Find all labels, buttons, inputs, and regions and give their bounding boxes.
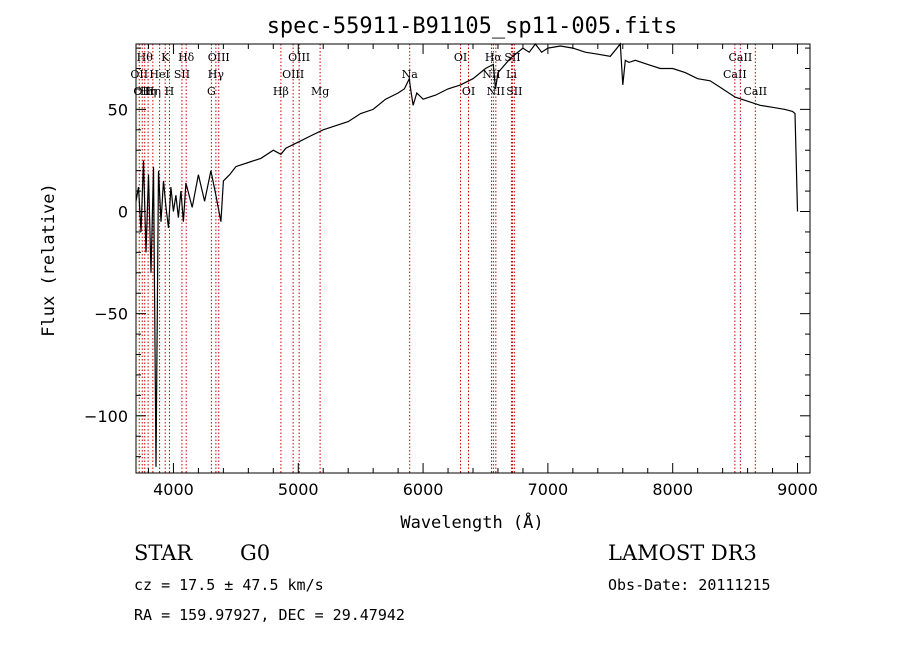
x-axis-ticks: 4000 5000 6000 7000 8000 9000 xyxy=(147,44,818,499)
marker-label-13: Hβ xyxy=(273,85,289,98)
marker-label-6: K xyxy=(161,51,170,64)
y-tick-label-2: −50 xyxy=(94,305,128,324)
marker-label-12: OIII xyxy=(208,51,230,64)
marker-label-18: OI xyxy=(454,51,467,64)
marker-label-17: Na xyxy=(402,68,419,81)
x-tick-label-4: 8000 xyxy=(652,480,693,499)
y-tick-label-0: 50 xyxy=(108,100,128,119)
marker-label-16: Mg xyxy=(311,85,329,98)
marker-label-5: HeI xyxy=(149,68,169,81)
plot-frame xyxy=(135,43,811,474)
subclass: G0 xyxy=(240,541,270,565)
y-tick-label-3: −100 xyxy=(84,407,128,426)
chart-title: spec-55911-B91105_sp11-005.fits xyxy=(267,14,678,39)
marker-label-4: Hη xyxy=(145,85,161,98)
y-axis-ticks: 50 0 −50 −100 xyxy=(84,47,810,458)
object-class: STAR xyxy=(134,541,193,565)
marker-label-15: OIII xyxy=(288,51,310,64)
marker-label-7: H xyxy=(165,85,175,98)
marker-label-19: OI xyxy=(462,85,475,98)
survey-name: LAMOST DR3 xyxy=(608,541,757,565)
spectrum-line xyxy=(135,42,799,467)
marker-label-23: Li xyxy=(506,68,517,81)
marker-label-8: SII xyxy=(174,68,190,81)
x-tick-label-3: 7000 xyxy=(528,480,569,499)
marker-label-3: Hη xyxy=(140,85,156,98)
marker-label-1: OII xyxy=(133,85,151,98)
marker-label-28: CaII xyxy=(743,85,767,98)
marker-label-26: CaII xyxy=(723,68,747,81)
y-axis-label: Flux (relative) xyxy=(39,183,59,337)
y-tick-label-1: 0 xyxy=(118,203,128,222)
marker-label-2: Hθ xyxy=(137,51,154,64)
marker-label-20: NII xyxy=(482,68,500,81)
marker-label-14: OIII xyxy=(282,68,304,81)
marker-label-9: Hδ xyxy=(178,51,195,64)
marker-label-21: Hα xyxy=(485,51,503,64)
x-tick-label-2: 6000 xyxy=(403,480,444,499)
marker-label-11: Hγ xyxy=(208,68,225,81)
marker-label-0: OII xyxy=(130,68,148,81)
marker-label-25: SII xyxy=(506,85,522,98)
x-axis-label: Wavelength (Å) xyxy=(400,511,543,533)
redshift-text: cz = 17.5 ± 47.5 km/s xyxy=(134,576,324,594)
x-tick-label-0: 4000 xyxy=(153,480,194,499)
spectral-line-markers xyxy=(138,44,756,473)
x-tick-label-5: 9000 xyxy=(777,480,818,499)
marker-label-27: CaII xyxy=(729,51,753,64)
coordinates: RA = 159.97927, DEC = 29.47942 xyxy=(134,606,405,624)
marker-label-22: NII xyxy=(487,85,505,98)
x-tick-label-1: 5000 xyxy=(278,480,319,499)
obs-date: Obs-Date: 20111215 xyxy=(608,576,771,594)
marker-label-10: G xyxy=(207,85,216,98)
